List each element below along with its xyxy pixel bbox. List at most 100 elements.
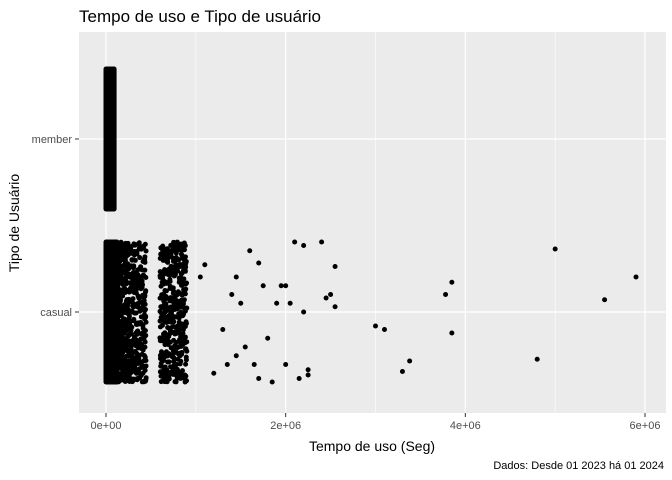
casual-dense-point bbox=[142, 344, 148, 350]
casual-dense-point bbox=[162, 330, 168, 336]
casual-dense-point bbox=[122, 308, 128, 314]
casual-dense-point bbox=[139, 281, 145, 287]
x-axis-title: Tempo de uso (Seg) bbox=[309, 438, 435, 454]
casual-dense-point bbox=[123, 242, 129, 248]
casual-dense-point bbox=[137, 255, 143, 261]
casual-point-32 bbox=[332, 304, 338, 310]
casual-dense-point bbox=[175, 289, 181, 295]
y-axis-ticks: casual member bbox=[32, 134, 79, 319]
casual-point-38 bbox=[449, 279, 455, 285]
casual-dense-point bbox=[135, 361, 141, 367]
casual-dense-point bbox=[142, 364, 148, 370]
casual-dense-point bbox=[138, 336, 144, 342]
casual-dense-point bbox=[135, 304, 141, 310]
casual-dense-point bbox=[168, 268, 174, 274]
casual-dense-point bbox=[129, 299, 135, 305]
casual-point-16 bbox=[269, 379, 275, 385]
casual-dense-point bbox=[133, 286, 139, 292]
casual-dense-point bbox=[134, 370, 140, 376]
casual-dense-point bbox=[126, 374, 132, 380]
casual-dense-point bbox=[115, 325, 121, 331]
casual-dense-point bbox=[172, 379, 178, 385]
casual-dense-point bbox=[178, 351, 184, 357]
casual-dense-point bbox=[178, 372, 184, 378]
chart-caption: Dados: Desde 01 2023 há 01 2024 bbox=[493, 460, 664, 472]
casual-dense-point bbox=[173, 314, 179, 320]
casual-dense-point bbox=[121, 277, 127, 283]
casual-dense-point bbox=[120, 263, 126, 269]
casual-dense-point bbox=[179, 311, 185, 317]
casual-dense-point bbox=[136, 296, 142, 302]
casual-dense-point bbox=[115, 310, 121, 316]
casual-point-27 bbox=[305, 372, 311, 378]
casual-dense-point bbox=[114, 262, 120, 268]
casual-dense-point bbox=[128, 340, 134, 346]
casual-point-40 bbox=[534, 356, 540, 362]
casual-dense-point bbox=[131, 241, 137, 247]
casual-dense-point bbox=[167, 279, 173, 285]
casual-dense-point bbox=[133, 321, 139, 327]
casual-dense-point bbox=[178, 251, 184, 257]
data-points bbox=[197, 239, 639, 385]
casual-dense-point bbox=[162, 246, 168, 252]
casual-dense-point bbox=[168, 242, 174, 248]
casual-dense-point bbox=[138, 344, 144, 350]
casual-dense-point bbox=[174, 330, 180, 336]
casual-dense-point bbox=[171, 302, 177, 308]
casual-point-30 bbox=[328, 292, 334, 297]
casual-point-5 bbox=[229, 292, 235, 297]
casual-dense-point bbox=[125, 261, 131, 267]
casual-dense-point bbox=[181, 276, 187, 282]
casual-dense-point bbox=[165, 353, 171, 359]
casual-dense-point bbox=[119, 352, 125, 358]
casual-dense-point bbox=[128, 364, 134, 370]
casual-dense-point bbox=[169, 312, 175, 318]
casual-dense-point bbox=[161, 291, 167, 297]
casual-dense-point bbox=[127, 250, 133, 256]
casual-dense-point bbox=[173, 242, 179, 248]
casual-dense-point bbox=[143, 275, 149, 281]
casual-dense-point bbox=[183, 373, 189, 379]
casual-dense-point bbox=[127, 310, 133, 316]
casual-dense-point bbox=[157, 269, 163, 275]
casual-dense-point bbox=[180, 282, 186, 288]
casual-dense-point bbox=[130, 270, 136, 276]
casual-dense-point bbox=[136, 356, 142, 362]
casual-point-1 bbox=[202, 262, 208, 268]
casual-dense-point bbox=[143, 375, 149, 381]
casual-dense-point bbox=[127, 352, 133, 358]
casual-dense-point bbox=[173, 255, 179, 261]
casual-dense-point bbox=[166, 372, 172, 378]
casual-dense-point bbox=[120, 282, 126, 288]
casual-dense-point bbox=[123, 359, 129, 365]
casual-point-29 bbox=[323, 295, 329, 301]
casual-point-9 bbox=[242, 344, 248, 350]
casual-dense-point bbox=[183, 320, 189, 326]
casual-dense-point bbox=[177, 262, 183, 268]
casual-dense-point bbox=[115, 350, 121, 356]
casual-dense-point bbox=[139, 351, 145, 357]
chart-title: Tempo de uso e Tipo de usuário bbox=[79, 7, 321, 26]
casual-dense-point bbox=[165, 325, 171, 331]
casual-dense-point bbox=[128, 346, 134, 352]
casual-dense-point bbox=[180, 342, 186, 348]
casual-dense-point bbox=[171, 319, 177, 325]
casual-dense-point bbox=[158, 373, 164, 379]
casual-point-23 bbox=[296, 376, 302, 381]
casual-dense-point bbox=[162, 342, 168, 348]
casual-dense-point bbox=[169, 296, 175, 302]
casual-dense-point bbox=[172, 342, 178, 348]
casual-dense-point bbox=[173, 262, 179, 268]
x-tick-label-0: 0e+00 bbox=[91, 420, 122, 432]
casual-dense-point bbox=[167, 254, 173, 260]
casual-dense-point bbox=[142, 333, 148, 339]
casual-dense-point bbox=[125, 302, 131, 308]
casual-dense-point bbox=[161, 271, 167, 277]
casual-dense-point bbox=[157, 369, 163, 375]
x-tick-label-1: 2e+06 bbox=[270, 420, 301, 432]
dense-point-bands bbox=[103, 66, 190, 385]
casual-dense-point bbox=[166, 359, 172, 365]
casual-dense-point bbox=[181, 297, 187, 303]
casual-point-0 bbox=[197, 274, 203, 280]
casual-point-4 bbox=[224, 362, 230, 367]
